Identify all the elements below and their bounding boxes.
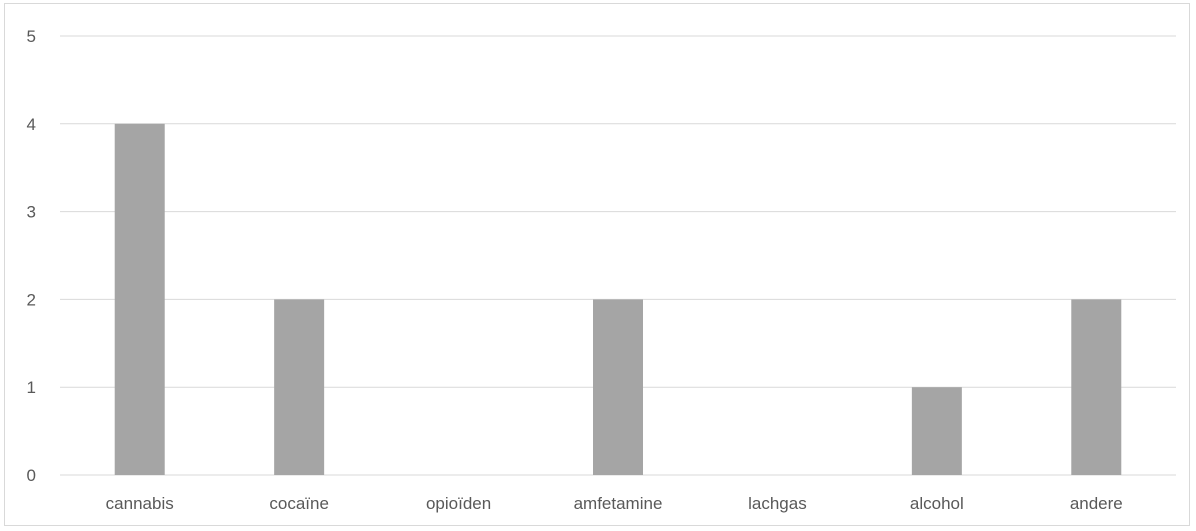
x-tick-label: lachgas xyxy=(748,494,807,513)
y-axis-ticks: 0 1 2 3 4 5 xyxy=(27,27,36,485)
bar-3 xyxy=(593,299,643,475)
y-tick-label: 3 xyxy=(27,203,36,222)
x-tick-label: cocaïne xyxy=(269,494,329,513)
gridlines xyxy=(60,35,1176,476)
bars xyxy=(114,123,1122,476)
bar-6 xyxy=(1071,299,1122,475)
bar-5 xyxy=(911,387,962,475)
y-tick-label: 0 xyxy=(27,466,36,485)
bar-0 xyxy=(114,123,165,476)
y-tick-label: 5 xyxy=(27,27,36,46)
x-tick-label: opioïden xyxy=(426,494,491,513)
y-tick-label: 1 xyxy=(27,378,36,397)
y-tick-label: 4 xyxy=(27,115,36,134)
x-tick-label: cannabis xyxy=(106,494,174,513)
x-tick-label: amfetamine xyxy=(574,494,663,513)
x-axis-ticks: cannabis cocaïne opioïden amfetamine lachgas… xyxy=(106,494,1123,513)
y-tick-label: 2 xyxy=(27,290,36,309)
x-tick-label: andere xyxy=(1070,494,1123,513)
x-tick-label: alcohol xyxy=(910,494,964,513)
bar-1 xyxy=(274,299,325,475)
